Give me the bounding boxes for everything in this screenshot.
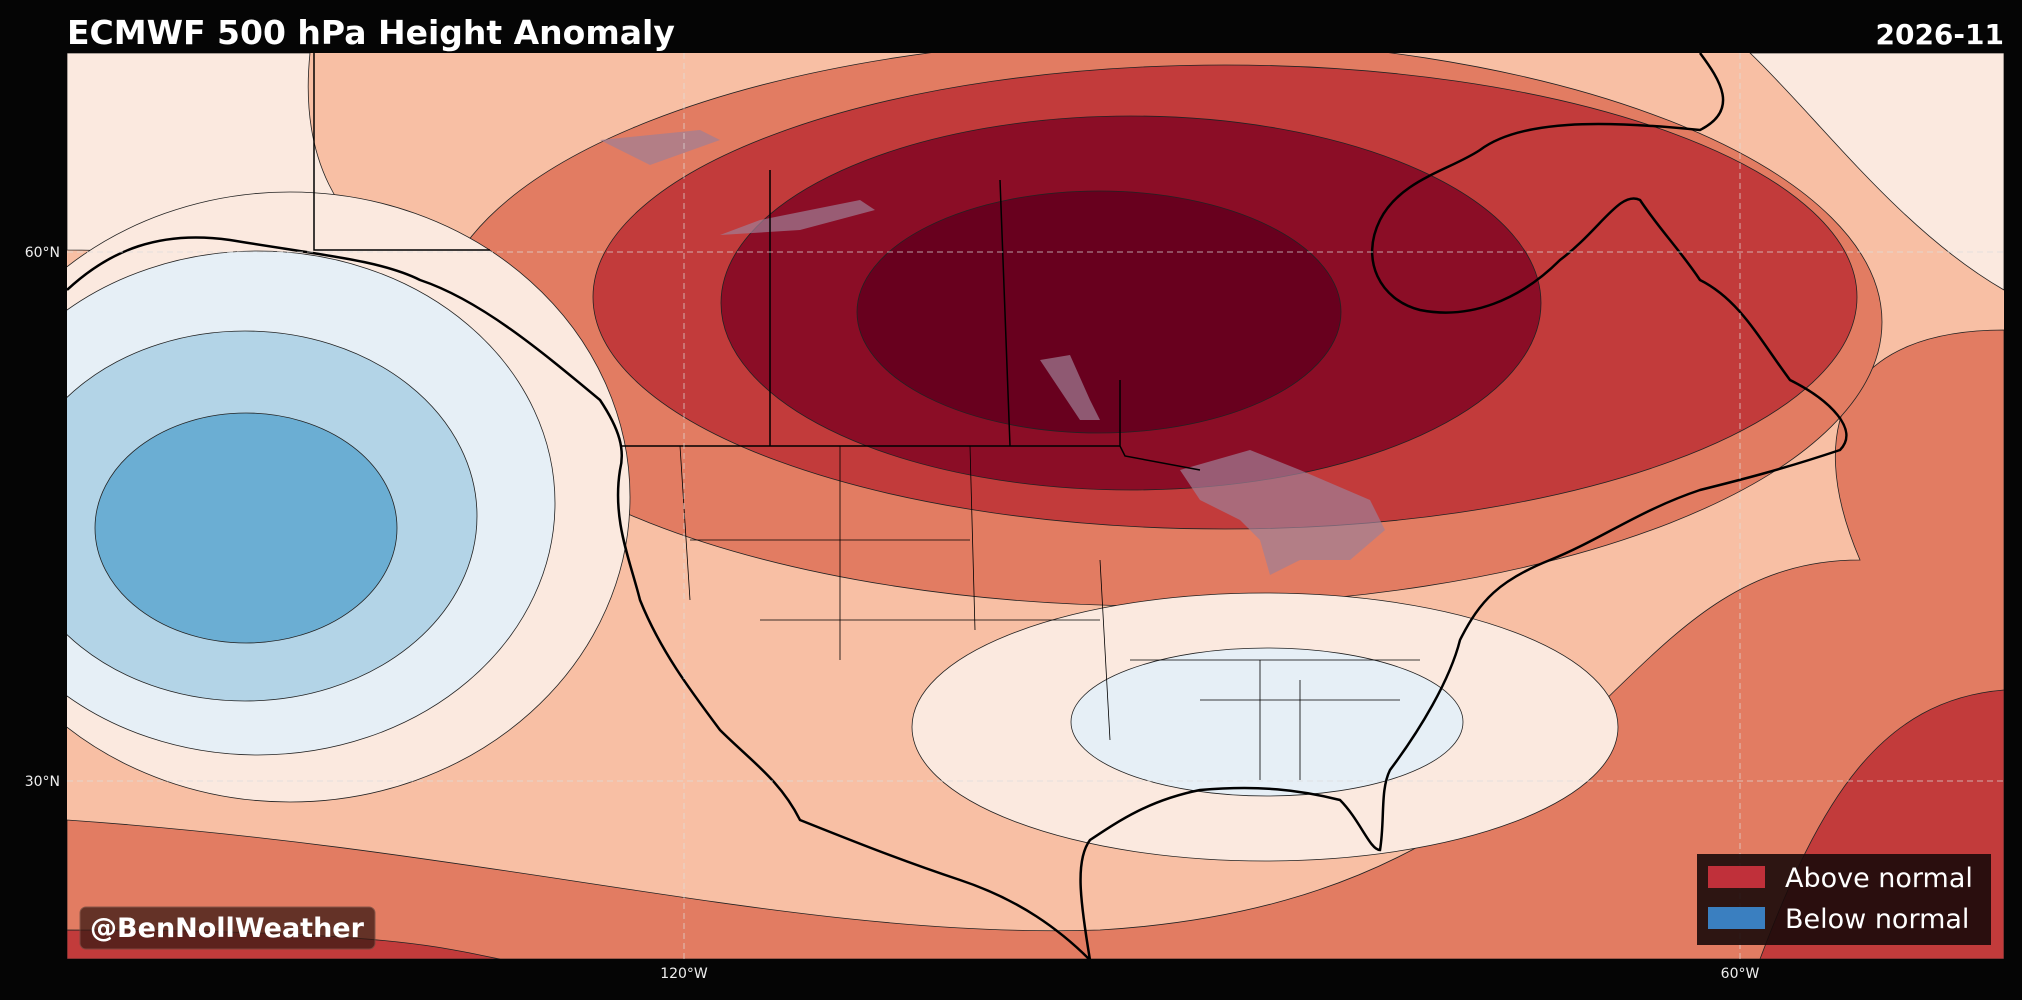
legend-label: Above normal — [1785, 863, 1973, 894]
anomaly-field — [67, 53, 2004, 959]
legend-swatch — [1708, 866, 1765, 888]
watermark-box — [79, 906, 376, 950]
title: ECMWF 500 hPa Height Anomaly — [67, 13, 675, 52]
contour-fill — [1749, 53, 2004, 291]
lon-label: 120°W — [660, 966, 708, 982]
watermark: @BenNollWeather — [90, 913, 365, 944]
date: 2026-11 — [1875, 18, 2004, 51]
borders — [313, 53, 1201, 471]
lat-label: 60°N — [25, 245, 60, 261]
contour-fill — [1070, 647, 1464, 797]
legend-label: Below normal — [1785, 904, 1969, 935]
lakes — [600, 130, 1100, 420]
great-lakes — [1180, 450, 1385, 575]
legend-swatch — [1708, 907, 1765, 929]
state-lines — [679, 445, 1420, 780]
contour-fill — [856, 190, 1342, 434]
contour-fill — [94, 412, 398, 644]
coastline — [67, 53, 1848, 959]
lon-label: 60°W — [1721, 966, 1760, 982]
lat-label: 30°N — [25, 774, 60, 790]
